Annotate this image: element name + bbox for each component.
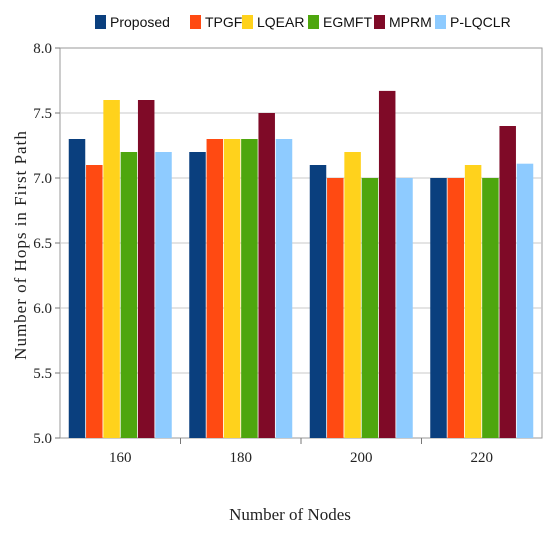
bar-egmft-180 xyxy=(241,139,258,438)
x-tick-label: 180 xyxy=(230,450,253,466)
legend-label: Proposed xyxy=(110,14,170,30)
legend-swatch xyxy=(435,15,446,29)
legend-label: P-LQCLR xyxy=(450,14,511,30)
bar-lqear-200 xyxy=(344,152,361,438)
legend-label: LQEAR xyxy=(257,14,304,30)
y-tick-label: 5.5 xyxy=(33,366,52,382)
legend-swatch xyxy=(95,15,106,29)
legend-swatch xyxy=(374,15,385,29)
bar-mprm-180 xyxy=(258,113,275,438)
bar-egmft-200 xyxy=(361,178,379,438)
y-tick-label: 6.0 xyxy=(33,301,52,317)
bar-proposed-180 xyxy=(189,152,206,438)
bar-lqear-180 xyxy=(223,139,241,438)
x-tick-label: 160 xyxy=(109,450,132,466)
bar-p-lqclr-180 xyxy=(275,139,293,438)
bar-lqear-160 xyxy=(103,100,120,438)
legend-label: EGMFT xyxy=(323,14,372,30)
x-tick-label: 200 xyxy=(350,450,373,466)
bar-tpgf-160 xyxy=(86,165,103,438)
bar-egmft-220 xyxy=(482,178,499,438)
x-axis-title: Number of Nodes xyxy=(229,505,351,524)
bars xyxy=(68,90,534,439)
legend-label: MPRM xyxy=(389,14,432,30)
legend-item: P-LQCLR xyxy=(435,14,511,30)
y-tick-label: 6.5 xyxy=(33,236,52,252)
y-axis: 5.0 5.5 6.0 6.5 7.0 7.5 8.0 xyxy=(33,41,60,447)
bar-lqear-220 xyxy=(464,165,482,438)
bar-mprm-200 xyxy=(378,90,396,439)
bar-mprm-160 xyxy=(137,100,155,438)
bar-p-lqclr-200 xyxy=(396,178,413,438)
legend-swatch xyxy=(242,15,253,29)
legend-item: TPGF xyxy=(190,14,242,30)
legend-item: LQEAR xyxy=(242,14,304,30)
bar-p-lqclr-220 xyxy=(516,163,534,438)
bar-tpgf-180 xyxy=(206,139,224,438)
bar-proposed-220 xyxy=(430,178,447,438)
y-tick-label: 5.0 xyxy=(33,431,52,447)
legend-swatch xyxy=(190,15,201,29)
bar-proposed-200 xyxy=(309,165,327,438)
bar-proposed-160 xyxy=(68,139,86,438)
bar-tpgf-220 xyxy=(447,178,465,438)
y-axis-title: Number of Hops in First Path xyxy=(11,130,30,360)
legend-item: EGMFT xyxy=(308,14,372,30)
bar-egmft-160 xyxy=(120,152,138,438)
y-tick-label: 7.5 xyxy=(33,106,52,122)
y-tick-label: 8.0 xyxy=(33,41,52,57)
legend-swatch xyxy=(308,15,319,29)
x-tick-label: 220 xyxy=(471,450,494,466)
y-tick-label: 7.0 xyxy=(33,171,52,187)
x-axis: 160 180 200 220 xyxy=(109,438,493,466)
legend-item: MPRM xyxy=(374,14,432,30)
legend-label: TPGF xyxy=(205,14,242,30)
bar-p-lqclr-160 xyxy=(155,152,172,438)
legend: Proposed TPGF LQEAR EGMFT MPRM P-LQCLR xyxy=(95,14,511,30)
bar-mprm-220 xyxy=(499,126,516,438)
bar-tpgf-200 xyxy=(327,178,344,438)
legend-item: Proposed xyxy=(95,14,170,30)
